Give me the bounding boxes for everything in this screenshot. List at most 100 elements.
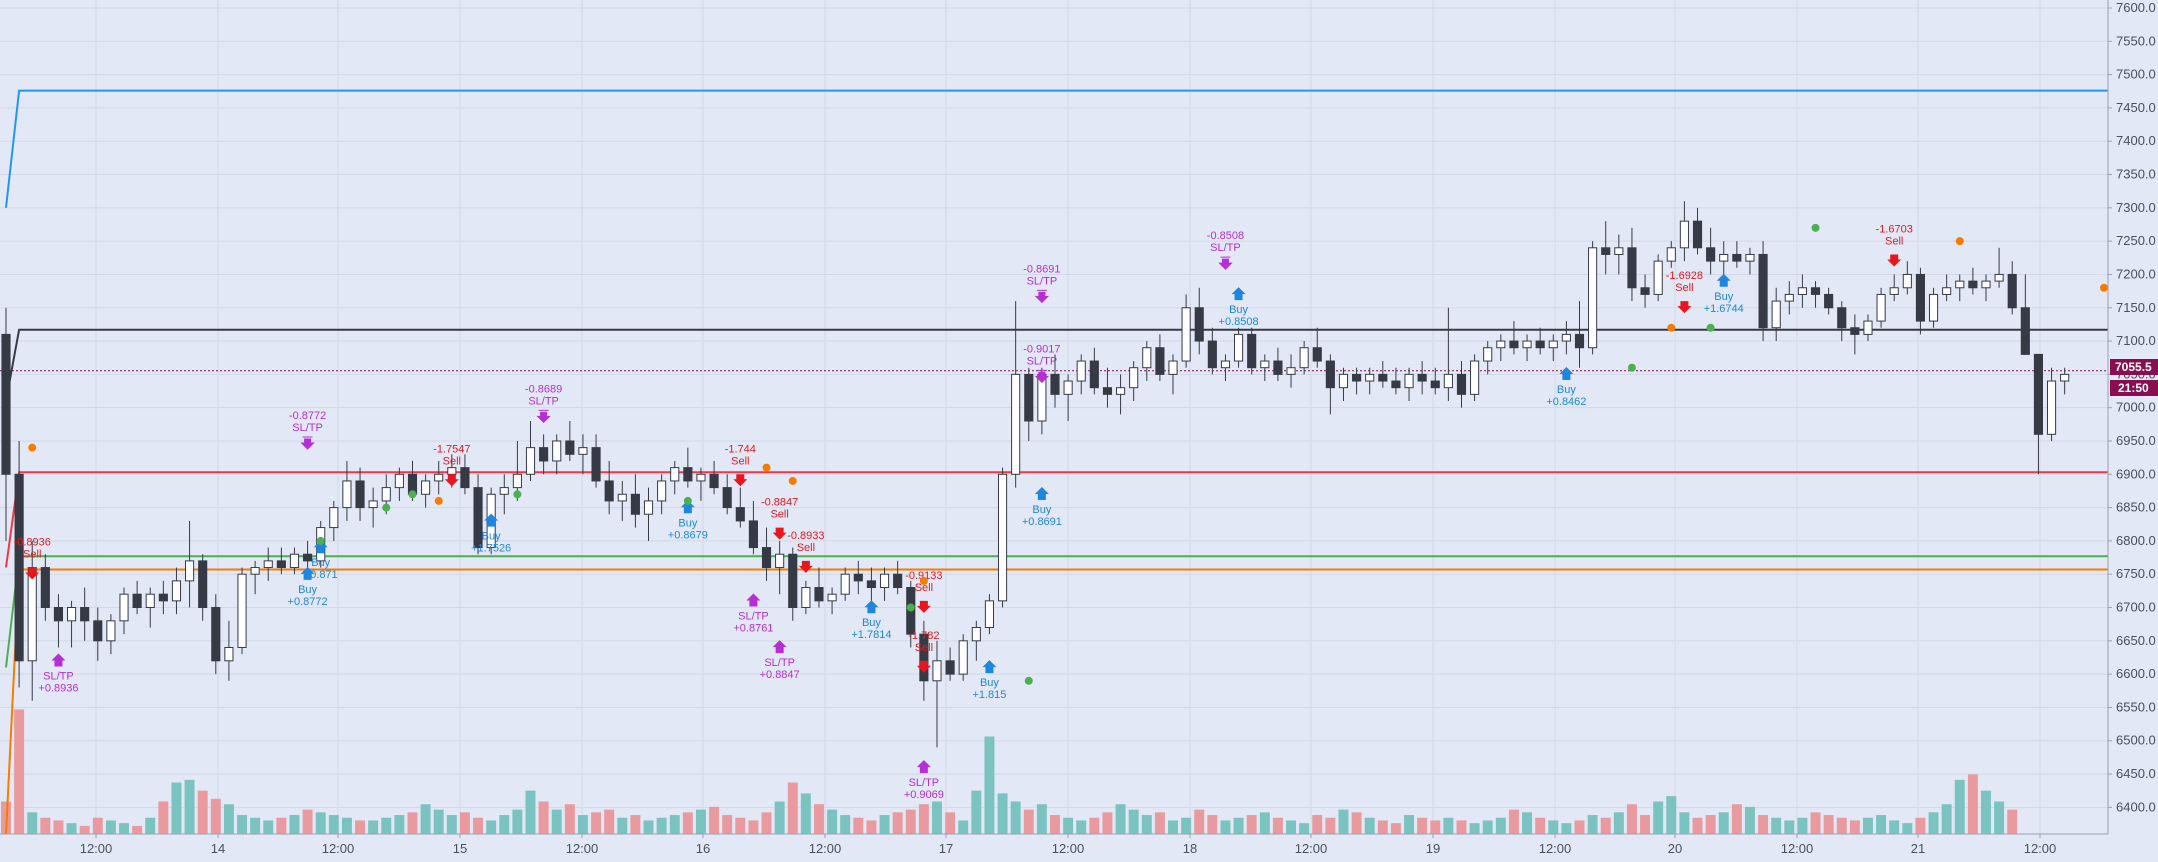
candle-body[interactable] (552, 440, 562, 462)
candle-body[interactable] (657, 480, 667, 502)
candle-body[interactable] (997, 473, 1008, 602)
candle-body[interactable] (329, 507, 339, 529)
candle-body[interactable] (1260, 360, 1270, 369)
candle-body[interactable] (27, 567, 37, 662)
candle-body[interactable] (1063, 380, 1073, 395)
candle-body[interactable] (1194, 307, 1204, 342)
candle-body[interactable] (1247, 333, 1257, 369)
candle-body[interactable] (1456, 373, 1467, 395)
candle-body[interactable] (132, 593, 142, 609)
candle-body[interactable] (801, 587, 811, 609)
candle-body[interactable] (1338, 373, 1349, 389)
candle-body[interactable] (1286, 367, 1296, 375)
candle-body[interactable] (289, 553, 300, 569)
candle-body[interactable] (971, 626, 981, 642)
candle-body[interactable] (1850, 327, 1860, 335)
candle-body[interactable] (1810, 287, 1821, 295)
candle-body[interactable] (1234, 333, 1244, 362)
candle-body[interactable] (460, 467, 470, 489)
candle-body[interactable] (591, 447, 601, 482)
candle-body[interactable] (1732, 253, 1742, 262)
candle-body[interactable] (1548, 340, 1558, 349)
candle-body[interactable] (840, 573, 850, 595)
candle-body[interactable] (578, 447, 588, 455)
candle-body[interactable] (1902, 273, 1912, 289)
candle-body[interactable] (1155, 347, 1165, 375)
candle-body[interactable] (1050, 373, 1060, 395)
candle-body[interactable] (1142, 347, 1152, 369)
candle-body[interactable] (1470, 360, 1480, 395)
candle-body[interactable] (893, 573, 903, 589)
candle-body[interactable] (1824, 293, 1834, 309)
candle-body[interactable] (2007, 273, 2017, 309)
candle-body[interactable] (368, 500, 378, 509)
candle-body[interactable] (106, 620, 116, 642)
candle-body[interactable] (185, 560, 195, 582)
candle-body[interactable] (1692, 220, 1703, 249)
candle-body[interactable] (1273, 360, 1283, 375)
candle-body[interactable] (827, 593, 837, 602)
candle-body[interactable] (1653, 260, 1663, 295)
candle-body[interactable] (1299, 347, 1309, 369)
candle-body[interactable] (1391, 380, 1401, 389)
candle-body[interactable] (630, 493, 640, 515)
candle-body[interactable] (748, 520, 758, 549)
candle-body[interactable] (1784, 293, 1794, 302)
candle-body[interactable] (814, 587, 824, 602)
candle-body[interactable] (40, 567, 50, 609)
candle-body[interactable] (1876, 293, 1886, 322)
candle-body[interactable] (984, 600, 995, 628)
candle-body[interactable] (1889, 287, 1899, 295)
candle-body[interactable] (1601, 247, 1611, 255)
candle-body[interactable] (879, 573, 890, 589)
candle-body[interactable] (1365, 373, 1375, 382)
candle-body[interactable] (473, 487, 483, 549)
candle-body[interactable] (919, 633, 929, 682)
candle-body[interactable] (670, 467, 680, 482)
candle-body[interactable] (171, 580, 182, 602)
candle-body[interactable] (421, 480, 431, 495)
candle-body[interactable] (1024, 373, 1034, 422)
candle-body[interactable] (1115, 387, 1126, 395)
candle-body[interactable] (1561, 333, 1571, 342)
candle-body[interactable] (1496, 340, 1506, 349)
candle-body[interactable] (1758, 253, 1768, 329)
candle-body[interactable] (1679, 220, 1689, 249)
time-axis[interactable]: 12:00 14 12:00 15 12:00 16 12:00 17 12:00 18 12:00… (0, 833, 2108, 856)
candle-body[interactable] (735, 507, 745, 522)
candle-body[interactable] (1076, 360, 1086, 382)
candle-body[interactable] (1207, 340, 1217, 369)
candle-body[interactable] (158, 593, 168, 602)
candle-body[interactable] (1706, 247, 1716, 262)
candle-body[interactable] (617, 493, 627, 502)
candle-body[interactable] (237, 573, 247, 648)
candle-body[interactable] (1574, 333, 1585, 349)
candle-body[interactable] (1378, 373, 1388, 382)
candle-body[interactable] (1404, 373, 1414, 389)
candle-body[interactable] (1522, 340, 1532, 349)
candle-body[interactable] (2020, 307, 2030, 355)
candle-body[interactable] (1509, 340, 1519, 349)
candle-body[interactable] (1955, 280, 1965, 289)
candle-body[interactable] (709, 473, 719, 489)
candle-body[interactable] (1928, 293, 1939, 322)
candle-body[interactable] (1312, 347, 1322, 362)
candle-body[interactable] (1994, 273, 2004, 282)
candle-body[interactable] (1942, 287, 1952, 295)
candle-body[interactable] (539, 447, 549, 462)
candle-body[interactable] (761, 547, 772, 569)
candle-body[interactable] (565, 440, 575, 455)
candle-body[interactable] (1666, 247, 1676, 262)
candle-body[interactable] (381, 487, 391, 502)
candle-body[interactable] (80, 607, 90, 622)
candle-body[interactable] (1129, 367, 1139, 389)
candle-body[interactable] (643, 500, 654, 515)
candle-body[interactable] (1719, 253, 1729, 262)
candle-body[interactable] (1588, 247, 1598, 349)
candle-body[interactable] (1968, 280, 1978, 289)
candle-body[interactable] (1745, 253, 1755, 262)
candle-body[interactable] (1, 333, 11, 475)
candle-body[interactable] (1181, 307, 1191, 362)
candle-body[interactable] (945, 660, 955, 675)
candle-body[interactable] (276, 560, 286, 569)
